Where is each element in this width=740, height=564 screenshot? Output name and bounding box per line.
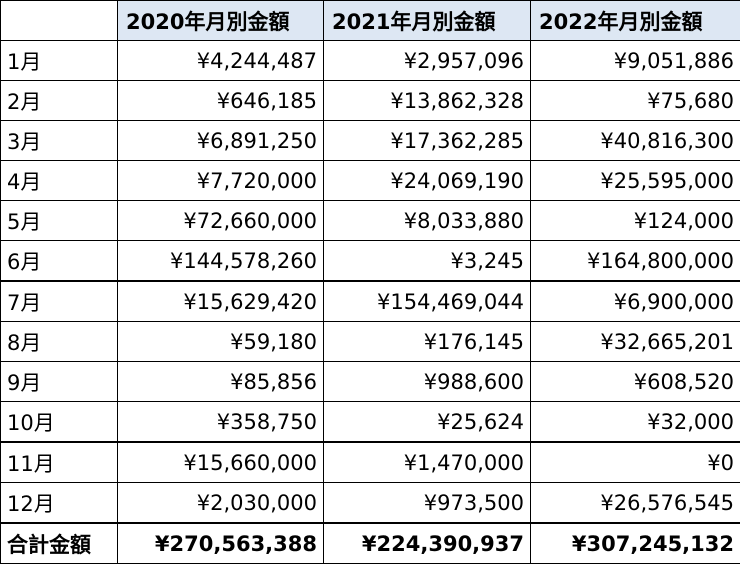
- row-label: 4月: [1, 161, 118, 201]
- data-row: 11月¥15,660,000¥1,470,000¥0: [1, 442, 740, 483]
- amount-cell: ¥646,185: [118, 81, 324, 121]
- row-label: 5月: [1, 201, 118, 241]
- amount-cell: ¥85,856: [118, 362, 324, 402]
- amount-cell: ¥8,033,880: [324, 201, 531, 241]
- amount-cell: ¥25,595,000: [531, 161, 740, 201]
- amount-cell: ¥164,800,000: [531, 241, 740, 282]
- amount-cell: ¥144,578,260: [118, 241, 324, 282]
- total-cell: ¥307,245,132: [531, 523, 740, 564]
- total-cell: ¥270,563,388: [118, 523, 324, 564]
- data-row: 10月¥358,750¥25,624¥32,000: [1, 402, 740, 443]
- amount-cell: ¥40,816,300: [531, 121, 740, 161]
- row-label: 8月: [1, 322, 118, 362]
- amount-cell: ¥2,030,000: [118, 483, 324, 524]
- amount-cell: ¥17,362,285: [324, 121, 531, 161]
- total-row: 合計金額¥270,563,388¥224,390,937¥307,245,132: [1, 523, 740, 564]
- data-row: 4月¥7,720,000¥24,069,190¥25,595,000: [1, 161, 740, 201]
- data-row: 2月¥646,185¥13,862,328¥75,680: [1, 81, 740, 121]
- amount-cell: ¥6,900,000: [531, 281, 740, 322]
- total-label: 合計金額: [1, 523, 118, 564]
- row-label: 9月: [1, 362, 118, 402]
- amount-cell: ¥32,665,201: [531, 322, 740, 362]
- amount-cell: ¥3,245: [324, 241, 531, 282]
- amount-cell: ¥154,469,044: [324, 281, 531, 322]
- amount-cell: ¥72,660,000: [118, 201, 324, 241]
- row-label: 11月: [1, 442, 118, 483]
- amount-cell: ¥26,576,545: [531, 483, 740, 524]
- amount-cell: ¥358,750: [118, 402, 324, 443]
- amount-cell: ¥59,180: [118, 322, 324, 362]
- amount-cell: ¥7,720,000: [118, 161, 324, 201]
- data-row: 7月¥15,629,420¥154,469,044¥6,900,000: [1, 281, 740, 322]
- row-label: 10月: [1, 402, 118, 443]
- data-row: 9月¥85,856¥988,600¥608,520: [1, 362, 740, 402]
- amount-cell: ¥32,000: [531, 402, 740, 443]
- column-header: 2020年月別金額: [118, 1, 324, 41]
- data-row: 12月¥2,030,000¥973,500¥26,576,545: [1, 483, 740, 524]
- data-row: 1月¥4,244,487¥2,957,096¥9,051,886: [1, 41, 740, 81]
- row-label: 7月: [1, 281, 118, 322]
- amount-cell: ¥75,680: [531, 81, 740, 121]
- amount-cell: ¥176,145: [324, 322, 531, 362]
- amount-cell: ¥24,069,190: [324, 161, 531, 201]
- amount-cell: ¥15,660,000: [118, 442, 324, 483]
- row-label: 6月: [1, 241, 118, 282]
- column-header: 2021年月別金額: [324, 1, 531, 41]
- amount-cell: ¥1,470,000: [324, 442, 531, 483]
- amount-cell: ¥988,600: [324, 362, 531, 402]
- amount-cell: ¥4,244,487: [118, 41, 324, 81]
- amount-cell: ¥13,862,328: [324, 81, 531, 121]
- data-row: 5月¥72,660,000¥8,033,880¥124,000: [1, 201, 740, 241]
- amount-cell: ¥0: [531, 442, 740, 483]
- amount-cell: ¥608,520: [531, 362, 740, 402]
- amount-cell: ¥9,051,886: [531, 41, 740, 81]
- data-row: 8月¥59,180¥176,145¥32,665,201: [1, 322, 740, 362]
- row-label: 12月: [1, 483, 118, 524]
- row-label: 1月: [1, 41, 118, 81]
- row-label: 2月: [1, 81, 118, 121]
- amount-cell: ¥6,891,250: [118, 121, 324, 161]
- column-header: 2022年月別金額: [531, 1, 740, 41]
- amount-cell: ¥25,624: [324, 402, 531, 443]
- row-label: 3月: [1, 121, 118, 161]
- data-row: 3月¥6,891,250¥17,362,285¥40,816,300: [1, 121, 740, 161]
- amount-cell: ¥15,629,420: [118, 281, 324, 322]
- amount-cell: ¥973,500: [324, 483, 531, 524]
- amount-cell: ¥2,957,096: [324, 41, 531, 81]
- corner-cell: [1, 1, 118, 41]
- data-row: 6月¥144,578,260¥3,245¥164,800,000: [1, 241, 740, 282]
- total-cell: ¥224,390,937: [324, 523, 531, 564]
- amount-cell: ¥124,000: [531, 201, 740, 241]
